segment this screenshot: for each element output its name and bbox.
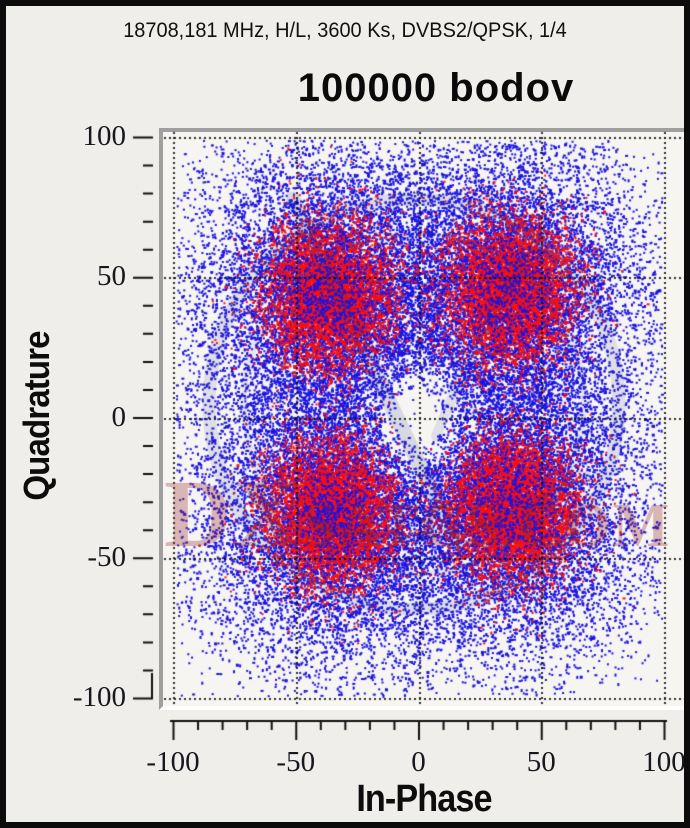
constellation-scatter-canvas (6, 6, 684, 822)
x-tick-label: -100 (146, 746, 200, 778)
x-tick-label: 0 (411, 746, 426, 778)
y-tick-label: 0 (111, 400, 127, 433)
x-tick-label: -50 (276, 746, 316, 778)
x-tick-label: 50 (526, 746, 556, 778)
y-tick-label: 100 (82, 120, 127, 152)
y-tick-label: 50 (97, 260, 126, 293)
x-tick-label: 100 (642, 746, 686, 778)
y-tick-label: -50 (87, 540, 126, 573)
y-tick-label: -100 (72, 681, 126, 713)
x-axis-title: In-Phase (356, 778, 492, 820)
